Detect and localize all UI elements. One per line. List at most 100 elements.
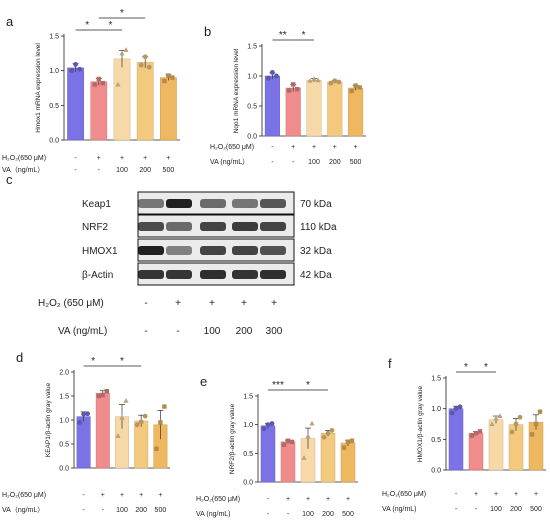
h2o2-value: +: [158, 492, 162, 499]
data-point: [81, 411, 86, 417]
h2o2-value: +: [143, 155, 147, 162]
h2o2-value: +: [291, 144, 295, 151]
data-point: [96, 393, 101, 399]
significance-mark: *: [302, 30, 306, 41]
panel-f: f 0.0 0.5 1.0 1.5 HMOX1/β-actin gray value * * H…: [382, 356, 546, 513]
data-point: [154, 446, 159, 451]
data-point: [269, 421, 275, 426]
western-blot-panel: c Keap1 70 kDa NRF2 110 kDa HMOX1 32 kDa β-Acti…: [6, 172, 337, 337]
data-point: [453, 406, 459, 412]
data-point: [489, 421, 495, 426]
data-point: [119, 414, 125, 420]
kda-label: 32 kDa: [300, 246, 332, 257]
significance-mark: *: [85, 20, 89, 31]
h2o2-value: +: [286, 496, 290, 503]
blot-band: [232, 246, 258, 255]
va-value: 200: [329, 159, 341, 166]
panel-b: b 0.0 0.5 1.0 1.5 Nqo1 mRNA expression level *…: [204, 24, 366, 166]
va-value: 500: [163, 167, 175, 174]
y-tick-label: 1.0: [49, 68, 59, 75]
panel-letter: e: [200, 374, 207, 389]
blot-band: [260, 270, 286, 279]
h2o2-row-label: H₂O₂(650 μM): [196, 496, 240, 503]
blot-va-label: VA (ng/mL): [58, 326, 107, 337]
data-point: [336, 79, 342, 85]
y-axis-label: Nqo1 mRNA expression level: [233, 48, 240, 133]
bar: [160, 77, 177, 141]
data-point: [289, 439, 295, 445]
blot-h2o2-value: +: [241, 298, 247, 309]
h2o2-value: -: [74, 155, 77, 162]
data-point: [513, 421, 519, 427]
bar: [320, 433, 336, 483]
data-point: [119, 50, 125, 56]
data-point: [328, 80, 334, 86]
va-value: 200: [322, 511, 334, 518]
data-point: [353, 83, 358, 88]
blot-band: [232, 270, 258, 279]
h2o2-value: +: [97, 155, 101, 162]
h2o2-row-label: H₂O₂(650 μM): [2, 155, 46, 162]
data-point: [533, 421, 539, 427]
significance-mark: *: [120, 8, 124, 19]
data-point: [325, 430, 331, 436]
data-point: [266, 76, 271, 81]
bar: [67, 67, 84, 141]
h2o2-row-label: H₂O₂(650 μM): [210, 144, 254, 151]
panel-letter: a: [6, 14, 14, 29]
blot-band: [260, 199, 286, 208]
va-value: -: [475, 506, 478, 513]
y-tick-label: 0.5: [431, 437, 441, 444]
y-tick-label: 0.5: [59, 442, 69, 449]
significance-mark: **: [279, 30, 287, 41]
data-point: [349, 88, 354, 94]
bar: [285, 87, 301, 137]
data-point: [96, 76, 101, 82]
data-point: [295, 87, 300, 92]
data-point: [77, 66, 82, 72]
data-point: [469, 433, 475, 438]
blot-band: [166, 270, 192, 279]
data-point: [537, 409, 543, 414]
data-point: [142, 54, 148, 60]
data-point: [138, 419, 144, 425]
significance-mark: *: [108, 20, 112, 31]
data-point: [73, 62, 78, 67]
significance-mark: *: [484, 362, 488, 373]
y-tick-label: 0.5: [247, 104, 257, 111]
panel-letter: c: [6, 172, 13, 187]
data-point: [77, 420, 82, 425]
va-value: 500: [342, 511, 354, 518]
blot-band: [260, 222, 286, 231]
protein-label: HMOX1: [82, 246, 118, 257]
blot-band: [138, 222, 164, 231]
h2o2-value: -: [271, 144, 274, 151]
data-point: [270, 70, 275, 75]
blot-va-value: 100: [204, 326, 221, 337]
data-point: [493, 415, 499, 421]
h2o2-value: +: [494, 491, 498, 498]
data-point: [281, 442, 287, 447]
va-value: -: [455, 506, 458, 513]
data-point: [305, 433, 311, 439]
y-tick-label: 0.0: [243, 480, 253, 487]
data-point: [497, 413, 503, 419]
va-value: -: [98, 167, 101, 174]
blot-band: [138, 246, 164, 255]
y-tick-label: 1.5: [59, 394, 69, 401]
panel-letter: b: [204, 24, 211, 39]
bar: [90, 81, 108, 141]
data-point: [104, 389, 109, 394]
va-row-label: VA (ng/mL): [196, 511, 231, 518]
panel-d: d 0.0 0.5 1.0 1.5 2.0 KEAP1/β-actin gray value…: [2, 350, 170, 514]
blot-h2o2-label: H₂O₂ (650 μM): [38, 298, 104, 309]
data-point: [517, 414, 523, 420]
h2o2-row-label: H₂O₂(650 μM): [382, 491, 426, 498]
bar-chart-panels: a 0.0 0.5 1.0 1.5 Hmox1 mRNA expression level…: [2, 8, 546, 518]
data-point: [477, 429, 483, 434]
data-point: [92, 82, 97, 87]
bar: [260, 425, 276, 483]
data-point: [321, 434, 327, 440]
blot-band: [200, 199, 226, 208]
